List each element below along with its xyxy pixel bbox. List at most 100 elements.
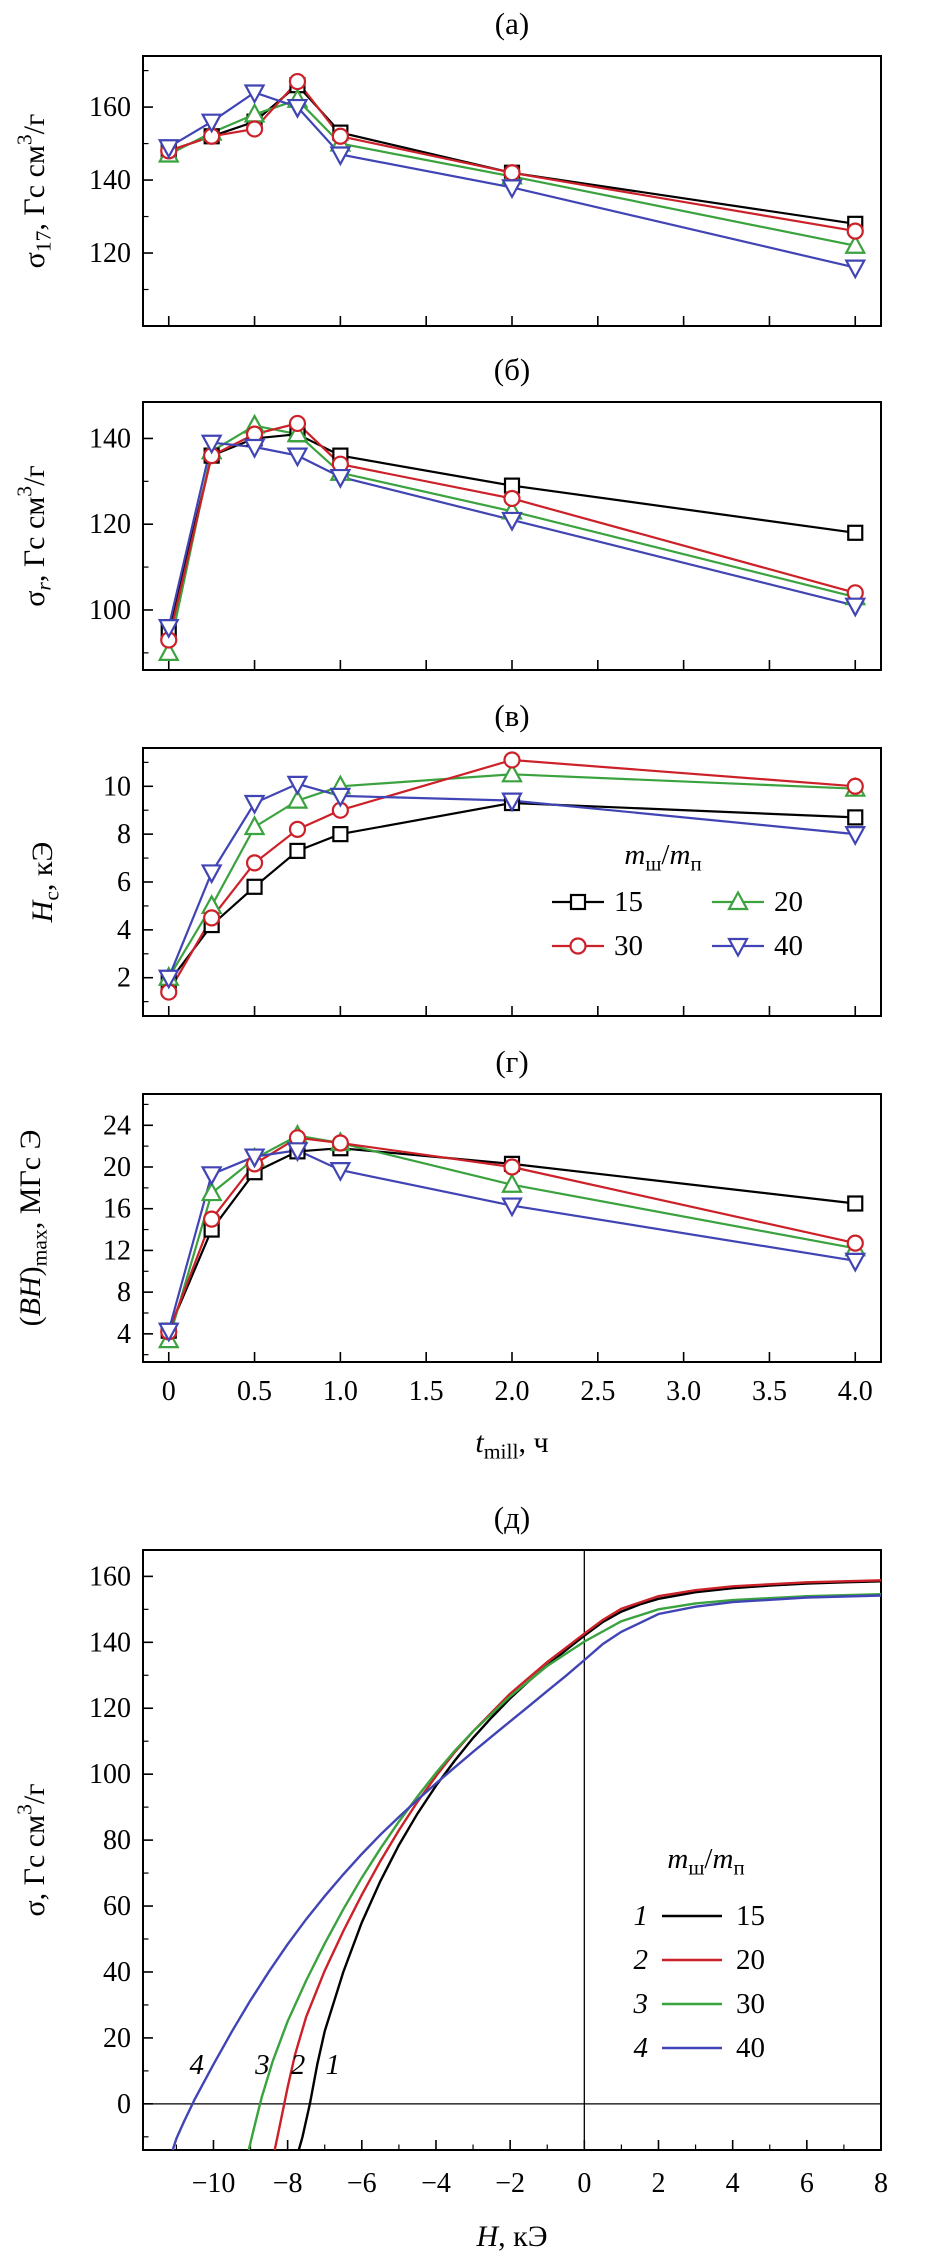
plot-frame bbox=[142, 1093, 882, 1363]
legend-curve-number: 2 bbox=[634, 1944, 649, 1976]
y-axis-label: σ, Гс см3/г bbox=[12, 1783, 51, 1916]
x-axis-ticks: 0 0.5 1.0 1.5 2.0 2.5 3.0 3.5 4.0 bbox=[162, 1352, 873, 1407]
ytick-label: 40 bbox=[103, 1957, 131, 1988]
xtick-label: 2.0 bbox=[495, 1376, 530, 1407]
legend-item-label: 20 bbox=[736, 1944, 765, 1976]
legend-triangle-down-marker bbox=[727, 937, 749, 958]
y-axis-label: (BH)max, МГс Э bbox=[14, 1130, 52, 1327]
legend-header: mш/mп bbox=[624, 839, 701, 875]
ytick-label: 100 bbox=[89, 595, 131, 626]
panel-в: (в) 2 4 6 8 10 Hc, кЭ mш/mп 15 20 30 40 bbox=[26, 698, 882, 1017]
xtick-label: 6 bbox=[800, 2168, 814, 2199]
curve-1-ratio-15 bbox=[297, 1580, 882, 2151]
triangle-down-marker bbox=[501, 792, 523, 813]
triangle-down-marker bbox=[286, 775, 309, 796]
ytick-label: 120 bbox=[89, 1693, 131, 1724]
circle-marker bbox=[503, 489, 521, 508]
series-markers-30 bbox=[160, 414, 864, 649]
circle-marker bbox=[503, 751, 521, 769]
ytick-label: 12 bbox=[103, 1235, 131, 1266]
series-line-15 bbox=[167, 801, 856, 984]
circle-marker bbox=[288, 820, 307, 838]
x-axis-ticks bbox=[167, 1006, 857, 1016]
ytick-label: 8 bbox=[117, 1277, 131, 1308]
x-axis-ticks bbox=[167, 316, 857, 326]
legend-item-label: 40 bbox=[774, 930, 803, 962]
triangle-down-marker bbox=[243, 438, 266, 459]
xtick-label: 1.0 bbox=[323, 1376, 358, 1407]
series-line-40 bbox=[167, 441, 856, 628]
panel-title: (б) bbox=[494, 352, 530, 387]
series-markers-40 bbox=[157, 434, 867, 639]
xtick-label: −6 bbox=[347, 2168, 377, 2199]
ytick-label: 4 bbox=[117, 915, 131, 946]
x-axis-ticks bbox=[167, 660, 857, 670]
legend-circle-marker bbox=[569, 937, 587, 955]
y-axis-ticks: 2 4 6 8 10 bbox=[103, 761, 153, 1003]
xtick-label: 3.0 bbox=[666, 1376, 701, 1407]
xtick-label: 0 bbox=[577, 2168, 591, 2199]
circle-marker bbox=[331, 1134, 349, 1152]
panel-г: (г) 4 8 12 16 20 24 0 0.5 1.0 1.5 2.0 2.5 3.0 3.5 4.0 (B… bbox=[14, 1044, 882, 1464]
panel-а: (а) 120 140 160 σ17, Гс см3/г bbox=[12, 6, 882, 327]
curve-number-label: 3 bbox=[254, 2049, 270, 2081]
ytick-label: 100 bbox=[89, 1759, 131, 1790]
ytick-label: 20 bbox=[103, 1152, 131, 1183]
square-marker bbox=[847, 809, 864, 826]
plot-frame bbox=[142, 1549, 882, 2151]
series-markers-40 bbox=[157, 1142, 867, 1343]
y-axis-label: σ17, Гс см3/г bbox=[12, 114, 55, 269]
circle-marker bbox=[288, 414, 307, 433]
triangle-down-marker bbox=[501, 179, 523, 200]
legend-item-label: 15 bbox=[736, 1900, 765, 1932]
triangle-up-marker bbox=[286, 788, 309, 809]
curve-2-ratio-20 bbox=[273, 1579, 882, 2151]
triangle-down-marker bbox=[200, 434, 223, 455]
triangle-down-marker bbox=[501, 511, 523, 532]
curve-4-ratio-40 bbox=[171, 1594, 882, 2151]
triangle-up-marker bbox=[286, 422, 309, 443]
panel-title: (д) bbox=[494, 1500, 530, 1535]
circle-marker bbox=[503, 164, 521, 182]
curve-number-label: 1 bbox=[326, 2049, 341, 2081]
square-marker bbox=[332, 826, 349, 843]
triangle-down-marker bbox=[329, 1162, 352, 1182]
circle-marker bbox=[245, 120, 264, 138]
triangle-up-marker bbox=[157, 641, 180, 661]
triangle-down-marker bbox=[157, 969, 180, 990]
ytick-label: 2 bbox=[117, 963, 131, 994]
triangle-down-marker bbox=[286, 98, 309, 119]
circle-marker bbox=[846, 1234, 864, 1252]
y-axis-ticks: 0 20 40 60 80 100 120 140 160 bbox=[89, 1561, 153, 2138]
square-marker bbox=[847, 1195, 864, 1212]
series-markers-20 bbox=[157, 413, 867, 661]
series-markers-30 bbox=[160, 751, 864, 1001]
ytick-label: 8 bbox=[117, 819, 131, 850]
triangle-up-marker bbox=[243, 815, 266, 836]
square-marker bbox=[847, 524, 864, 541]
series-markers-15 bbox=[160, 77, 864, 232]
triangle-down-marker bbox=[844, 259, 867, 280]
circle-marker bbox=[846, 222, 864, 240]
circle-marker bbox=[846, 777, 864, 795]
legend-curve-number: 3 bbox=[633, 1988, 649, 2020]
ytick-label: 60 bbox=[103, 1891, 131, 1922]
ytick-label: 4 bbox=[117, 1319, 131, 1350]
triangle-down-marker bbox=[329, 468, 352, 489]
legend-item-label: 30 bbox=[614, 930, 643, 962]
triangle-down-marker bbox=[157, 1322, 180, 1343]
xtick-label: 0 bbox=[162, 1376, 176, 1407]
xtick-label: −8 bbox=[273, 2168, 303, 2199]
triangle-down-marker bbox=[844, 1252, 867, 1273]
ytick-label: 140 bbox=[89, 165, 131, 196]
ytick-label: 160 bbox=[89, 92, 131, 123]
triangle-down-marker bbox=[200, 864, 223, 885]
triangle-down-marker bbox=[200, 1166, 223, 1187]
y-axis-label: Hc, кЭ bbox=[26, 842, 64, 924]
xtick-label: 8 bbox=[874, 2168, 888, 2199]
ytick-label: 0 bbox=[117, 2089, 131, 2120]
ytick-label: 120 bbox=[89, 509, 131, 540]
series-markers-40 bbox=[157, 84, 867, 280]
series-line-20 bbox=[167, 424, 856, 654]
